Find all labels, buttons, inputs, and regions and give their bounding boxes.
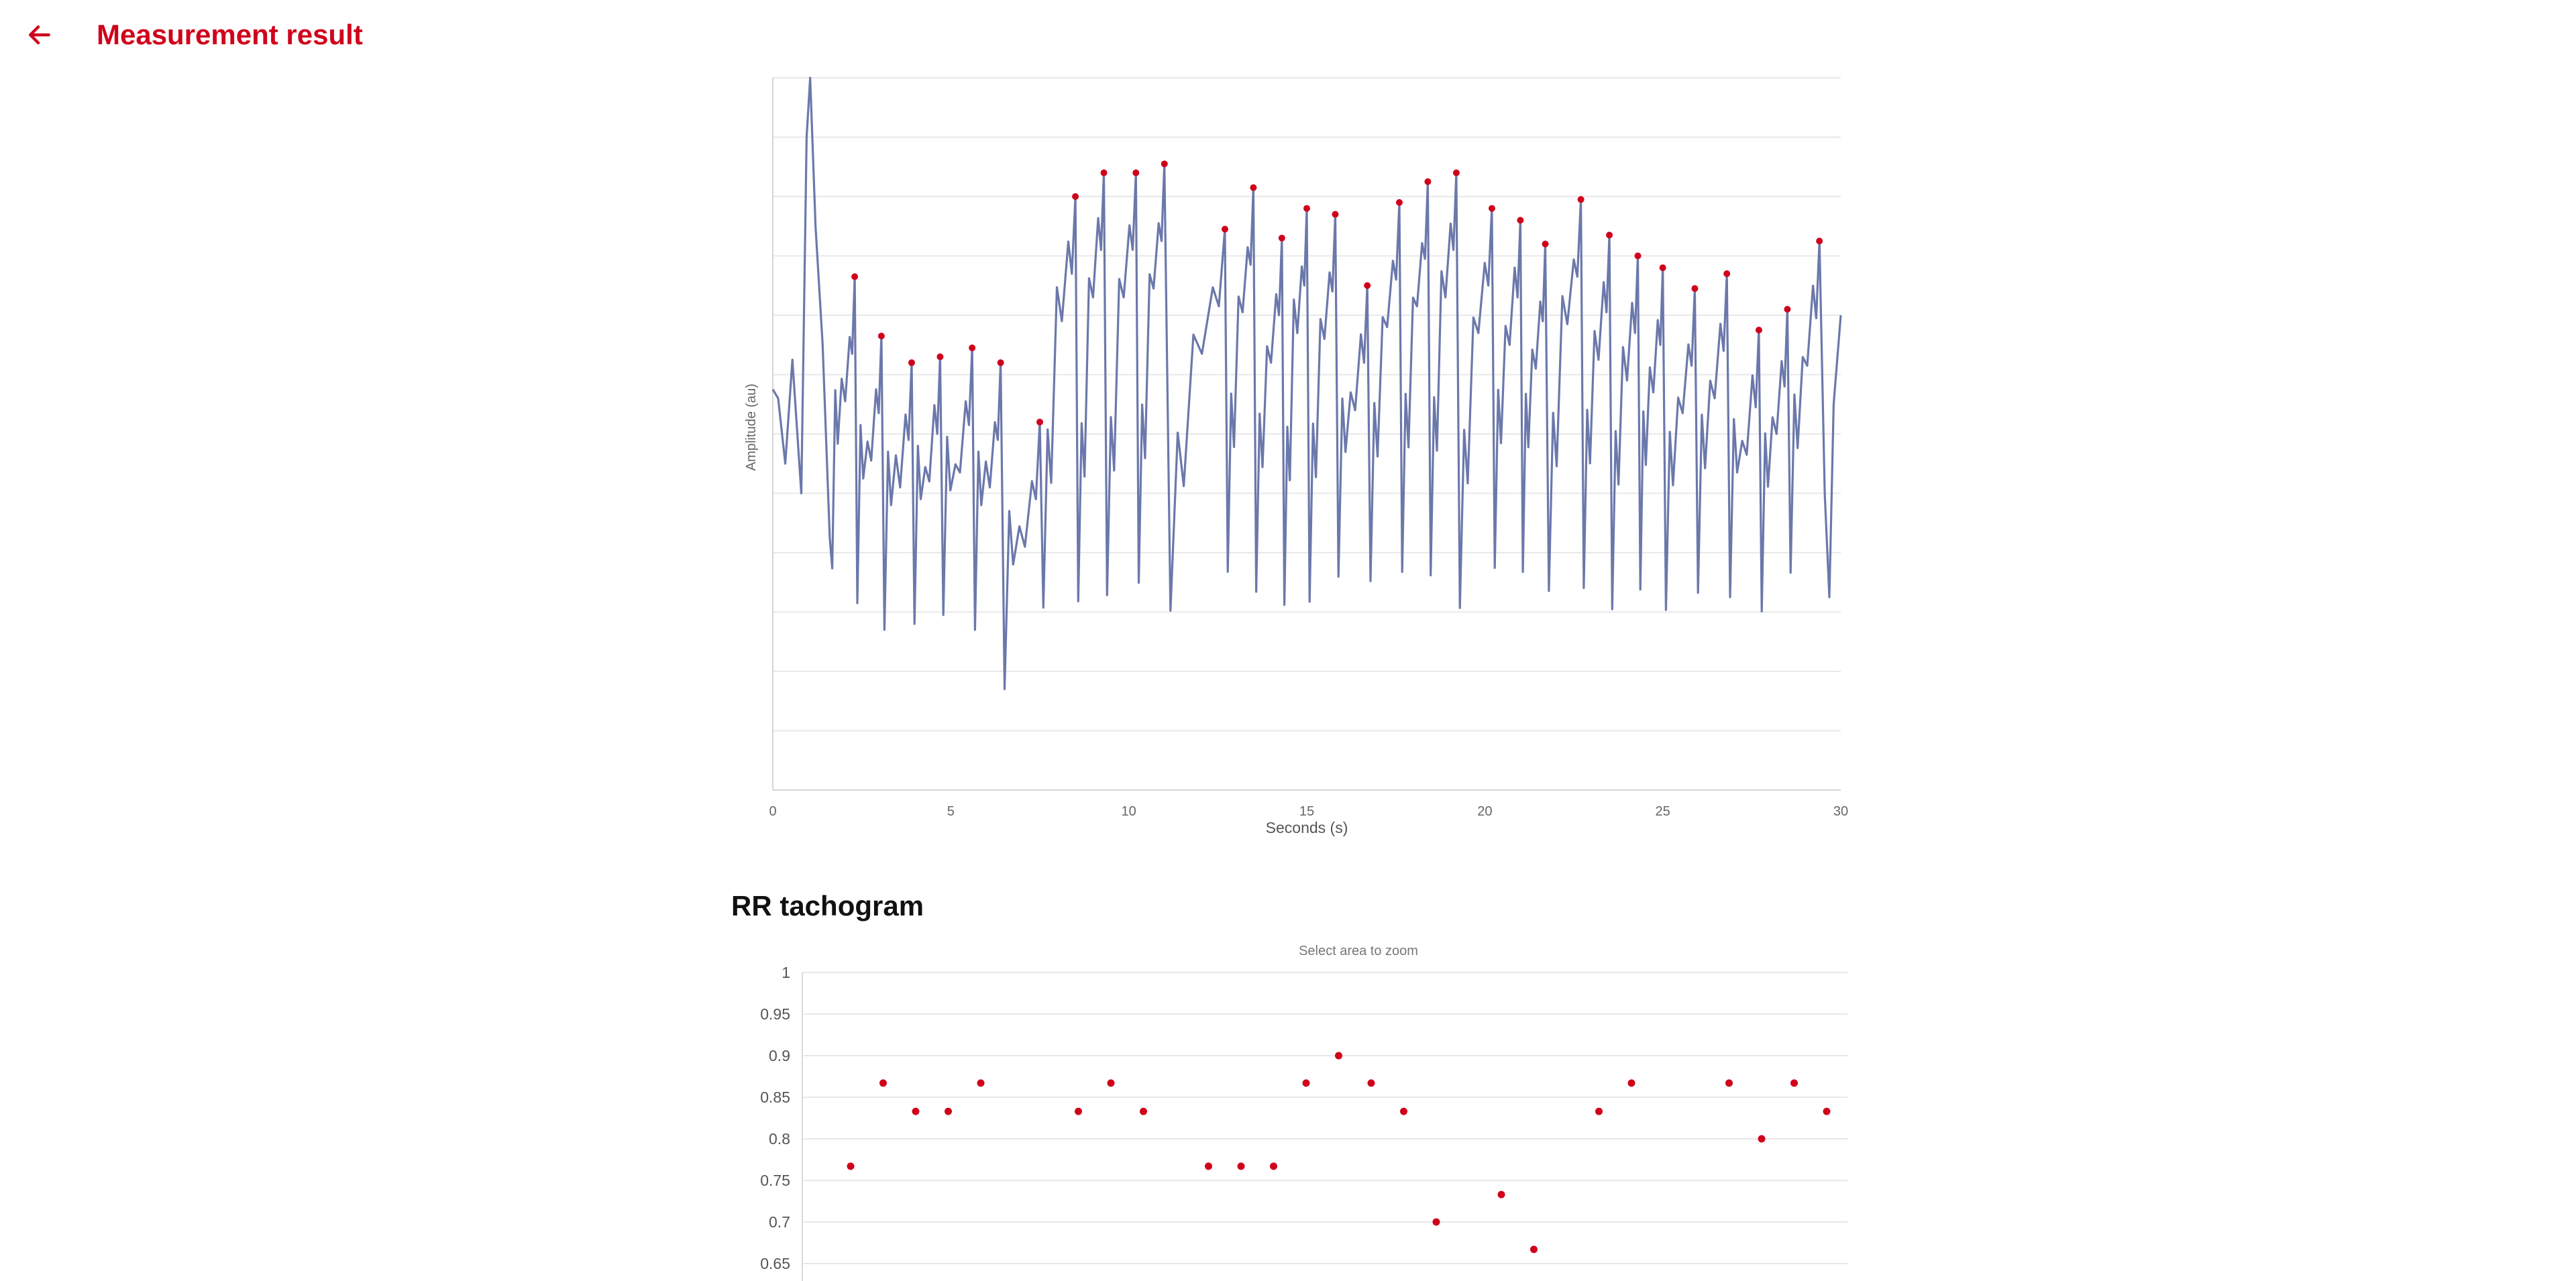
y-tick-label: 1 [782, 964, 790, 981]
rr-interval-point [1302, 1079, 1310, 1087]
rr-interval-point [847, 1162, 855, 1170]
r-peak-marker [1606, 231, 1613, 239]
y-tick-label: 0.9 [769, 1047, 790, 1064]
r-peak-marker [1488, 205, 1495, 212]
r-peak-marker [1755, 327, 1762, 334]
r-peak-marker [1278, 234, 1285, 241]
r-peak-marker [1691, 285, 1699, 292]
x-axis-label: Seconds (s) [1266, 819, 1348, 836]
rr-interval-point [879, 1079, 887, 1087]
r-peak-marker [1659, 264, 1666, 272]
rr-interval-point [1335, 1052, 1342, 1060]
r-peak-marker [1542, 240, 1549, 247]
r-peak-marker [1452, 169, 1460, 176]
y-tick-label: 0.95 [760, 1005, 790, 1023]
r-peak-marker [936, 353, 944, 360]
rr-tachogram-title: RR tachogram [731, 890, 924, 922]
rr-interval-point [1205, 1162, 1212, 1170]
r-peak-marker [1395, 199, 1403, 206]
rr-interval-point [1270, 1162, 1277, 1170]
rr-tachogram-chart[interactable]: Select area to zoom 1 0.95 0.9 0.85 0.8 0.75 0.… [731, 932, 1872, 1281]
y-tick-label: 0.8 [769, 1130, 790, 1148]
ppg-series-line [771, 76, 1842, 691]
y-tick-label: 0.85 [760, 1089, 790, 1106]
y-tick-label: 0.75 [760, 1172, 790, 1189]
r-peak-marker [1250, 184, 1257, 191]
x-tick-label: 25 [1656, 804, 1670, 819]
y-axis-label: Amplitude (au) [744, 384, 759, 471]
r-peak-marker [1816, 237, 1823, 245]
rr-interval-point [1400, 1107, 1407, 1115]
r-peak-marker [1303, 205, 1310, 212]
x-tick-label: 0 [769, 804, 776, 819]
rr-interval-point [1627, 1079, 1635, 1087]
back-button[interactable] [19, 15, 59, 55]
r-peak-marker [1036, 419, 1043, 426]
chart-subtitle: Select area to zoom [1299, 944, 1418, 958]
r-peak-marker [997, 359, 1004, 366]
r-peak-marker [908, 359, 915, 366]
r-peak-marker [1723, 270, 1731, 278]
rr-interval-point [1823, 1107, 1831, 1115]
ppg-signal-chart[interactable]: 0 5 10 15 20 25 30 Seconds (s) Amplitude (au) [731, 67, 1872, 845]
rr-interval-point [1432, 1218, 1440, 1226]
r-peak-marker [877, 332, 885, 339]
r-peak-marker [1161, 160, 1168, 168]
r-peak-marker [1577, 196, 1585, 203]
x-tick-label: 15 [1299, 804, 1314, 819]
rr-interval-point [1595, 1107, 1603, 1115]
x-tick-label: 5 [947, 804, 955, 819]
top-bar: Measurement result [0, 0, 2576, 70]
x-tick-label: 20 [1477, 804, 1492, 819]
page-title: Measurement result [97, 19, 363, 50]
r-peak-marker [1424, 178, 1432, 185]
arrow-left-icon [28, 25, 50, 45]
r-peak-marker [1100, 169, 1108, 176]
rr-interval-point [1725, 1079, 1733, 1087]
y-tick-label: 0.7 [769, 1213, 790, 1231]
r-peak-marker [851, 273, 859, 280]
rr-interval-point [977, 1079, 985, 1087]
rr-interval-point [1107, 1079, 1115, 1087]
rr-interval-point [1140, 1107, 1147, 1115]
rr-interval-point [1367, 1079, 1375, 1087]
x-tick-label: 10 [1122, 804, 1136, 819]
r-peak-marker [969, 344, 976, 351]
rr-interval-point [1530, 1245, 1538, 1254]
rr-interval-point [912, 1107, 920, 1115]
r-peak-marker [1132, 169, 1140, 176]
rr-interval-point [1237, 1162, 1245, 1170]
r-peak-marker [1364, 282, 1371, 289]
r-peak-marker [1634, 252, 1642, 260]
rr-interval-point [1790, 1079, 1798, 1087]
rr-interval-point [945, 1107, 952, 1115]
rr-interval-point [1497, 1190, 1505, 1199]
r-peak-marker [1332, 211, 1339, 218]
rr-interval-point [1075, 1107, 1082, 1115]
x-tick-label: 30 [1833, 804, 1848, 819]
r-peak-marker [1784, 306, 1791, 313]
r-peak-marker [1517, 217, 1524, 224]
y-tick-label: 0.65 [760, 1255, 790, 1272]
r-peak-marker [1072, 193, 1079, 200]
r-peak-marker [1221, 225, 1228, 233]
rr-interval-point [1758, 1135, 1766, 1143]
